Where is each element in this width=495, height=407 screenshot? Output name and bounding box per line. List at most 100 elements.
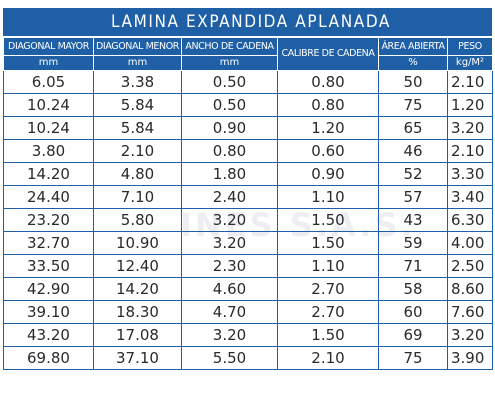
cell-calibre-cadena: 2.10 xyxy=(277,346,379,370)
cell-diagonal-menor: 3.38 xyxy=(93,70,182,94)
cell-ancho-cadena: 0.90 xyxy=(181,116,278,140)
table-row: 14.20 4.80 1.80 0.90 52 3.30 xyxy=(3,162,493,186)
cell-ancho-cadena: 4.70 xyxy=(181,300,278,324)
cell-diagonal-menor: 5.84 xyxy=(93,93,182,117)
table-row: 6.05 3.38 0.50 0.80 50 2.10 xyxy=(3,70,493,94)
cell-calibre-cadena: 1.50 xyxy=(277,231,379,255)
cell-area-abierta: 46 xyxy=(378,139,448,163)
cell-diagonal-mayor: 39.10 xyxy=(3,300,94,324)
cell-calibre-cadena: 0.60 xyxy=(277,139,379,163)
specs-table: DIAGONAL MAYOR DIAGONAL MENOR ANCHO DE C… xyxy=(3,37,493,370)
cell-diagonal-menor: 14.20 xyxy=(93,277,182,301)
cell-diagonal-mayor: 23.20 xyxy=(3,208,94,232)
cell-calibre-cadena: 1.10 xyxy=(277,185,379,209)
unit-diagonal-mayor: mm xyxy=(3,55,94,71)
header-peso: PESO xyxy=(447,37,493,56)
table-row: 10.24 5.84 0.90 1.20 65 3.20 xyxy=(3,116,493,140)
cell-area-abierta: 52 xyxy=(378,162,448,186)
cell-area-abierta: 75 xyxy=(378,346,448,370)
cell-peso: 2.10 xyxy=(447,139,493,163)
cell-ancho-cadena: 3.20 xyxy=(181,231,278,255)
cell-ancho-cadena: 2.40 xyxy=(181,185,278,209)
cell-diagonal-mayor: 10.24 xyxy=(3,93,94,117)
unit-row: mm mm mm % kg/M² xyxy=(3,55,493,71)
header-diagonal-menor: DIAGONAL MENOR xyxy=(93,37,182,56)
cell-diagonal-mayor: 24.40 xyxy=(3,185,94,209)
cell-peso: 2.10 xyxy=(447,70,493,94)
cell-diagonal-menor: 37.10 xyxy=(93,346,182,370)
cell-peso: 3.20 xyxy=(447,323,493,347)
table-row: 39.10 18.30 4.70 2.70 60 7.60 xyxy=(3,300,493,324)
cell-area-abierta: 59 xyxy=(378,231,448,255)
cell-peso: 2.50 xyxy=(447,254,493,278)
table-title: LAMINA EXPANDIDA APLANADA xyxy=(3,8,492,36)
cell-peso: 7.60 xyxy=(447,300,493,324)
cell-peso: 3.30 xyxy=(447,162,493,186)
table-row: 10.24 5.84 0.50 0.80 75 1.20 xyxy=(3,93,493,117)
header-row: DIAGONAL MAYOR DIAGONAL MENOR ANCHO DE C… xyxy=(3,37,493,71)
cell-calibre-cadena: 0.80 xyxy=(277,93,379,117)
cell-calibre-cadena: 2.70 xyxy=(277,300,379,324)
cell-ancho-cadena: 0.50 xyxy=(181,93,278,117)
cell-area-abierta: 65 xyxy=(378,116,448,140)
unit-ancho-cadena: mm xyxy=(181,55,278,71)
header-diagonal-mayor: DIAGONAL MAYOR xyxy=(3,37,94,56)
cell-calibre-cadena: 2.70 xyxy=(277,277,379,301)
cell-area-abierta: 43 xyxy=(378,208,448,232)
cell-diagonal-menor: 10.90 xyxy=(93,231,182,255)
cell-ancho-cadena: 2.30 xyxy=(181,254,278,278)
cell-area-abierta: 58 xyxy=(378,277,448,301)
cell-diagonal-menor: 12.40 xyxy=(93,254,182,278)
cell-ancho-cadena: 4.60 xyxy=(181,277,278,301)
cell-diagonal-menor: 5.84 xyxy=(93,116,182,140)
cell-diagonal-mayor: 33.50 xyxy=(3,254,94,278)
cell-diagonal-menor: 17.08 xyxy=(93,323,182,347)
table-row: 69.80 37.10 5.50 2.10 75 3.90 xyxy=(3,346,493,370)
cell-area-abierta: 75 xyxy=(378,93,448,117)
cell-ancho-cadena: 3.20 xyxy=(181,208,278,232)
table-row: 24.40 7.10 2.40 1.10 57 3.40 xyxy=(3,185,493,209)
cell-peso: 8.60 xyxy=(447,277,493,301)
cell-calibre-cadena: 1.50 xyxy=(277,208,379,232)
cell-diagonal-mayor: 69.80 xyxy=(3,346,94,370)
cell-calibre-cadena: 0.80 xyxy=(277,70,379,94)
cell-diagonal-menor: 18.30 xyxy=(93,300,182,324)
table-row: 23.20 5.80 3.20 1.50 43 6.30 xyxy=(3,208,493,232)
table-row: 33.50 12.40 2.30 1.10 71 2.50 xyxy=(3,254,493,278)
top-strip xyxy=(0,0,495,8)
table-row: 42.90 14.20 4.60 2.70 58 8.60 xyxy=(3,277,493,301)
cell-calibre-cadena: 1.50 xyxy=(277,323,379,347)
table-body: 6.05 3.38 0.50 0.80 50 2.10 10.24 5.84 0… xyxy=(3,70,493,370)
unit-area-abierta: % xyxy=(378,55,448,71)
table-row: 43.20 17.08 3.20 1.50 69 3.20 xyxy=(3,323,493,347)
cell-peso: 6.30 xyxy=(447,208,493,232)
cell-diagonal-mayor: 43.20 xyxy=(3,323,94,347)
cell-peso: 3.90 xyxy=(447,346,493,370)
cell-area-abierta: 69 xyxy=(378,323,448,347)
cell-ancho-cadena: 1.80 xyxy=(181,162,278,186)
cell-ancho-cadena: 5.50 xyxy=(181,346,278,370)
header-calibre-cadena: CALIBRE DE CADENA xyxy=(277,37,379,71)
cell-peso: 4.00 xyxy=(447,231,493,255)
cell-peso: 3.40 xyxy=(447,185,493,209)
cell-diagonal-mayor: 10.24 xyxy=(3,116,94,140)
cell-calibre-cadena: 0.90 xyxy=(277,162,379,186)
cell-ancho-cadena: 0.50 xyxy=(181,70,278,94)
cell-peso: 3.20 xyxy=(447,116,493,140)
table-row: 3.80 2.10 0.80 0.60 46 2.10 xyxy=(3,139,493,163)
table-row: 32.70 10.90 3.20 1.50 59 4.00 xyxy=(3,231,493,255)
cell-diagonal-mayor: 32.70 xyxy=(3,231,94,255)
cell-diagonal-mayor: 3.80 xyxy=(3,139,94,163)
cell-area-abierta: 71 xyxy=(378,254,448,278)
cell-ancho-cadena: 3.20 xyxy=(181,323,278,347)
cell-area-abierta: 60 xyxy=(378,300,448,324)
cell-ancho-cadena: 0.80 xyxy=(181,139,278,163)
cell-diagonal-mayor: 42.90 xyxy=(3,277,94,301)
cell-peso: 1.20 xyxy=(447,93,493,117)
cell-diagonal-menor: 4.80 xyxy=(93,162,182,186)
unit-peso: kg/M² xyxy=(447,55,493,71)
cell-diagonal-menor: 5.80 xyxy=(93,208,182,232)
unit-diagonal-menor: mm xyxy=(93,55,182,71)
cell-calibre-cadena: 1.10 xyxy=(277,254,379,278)
